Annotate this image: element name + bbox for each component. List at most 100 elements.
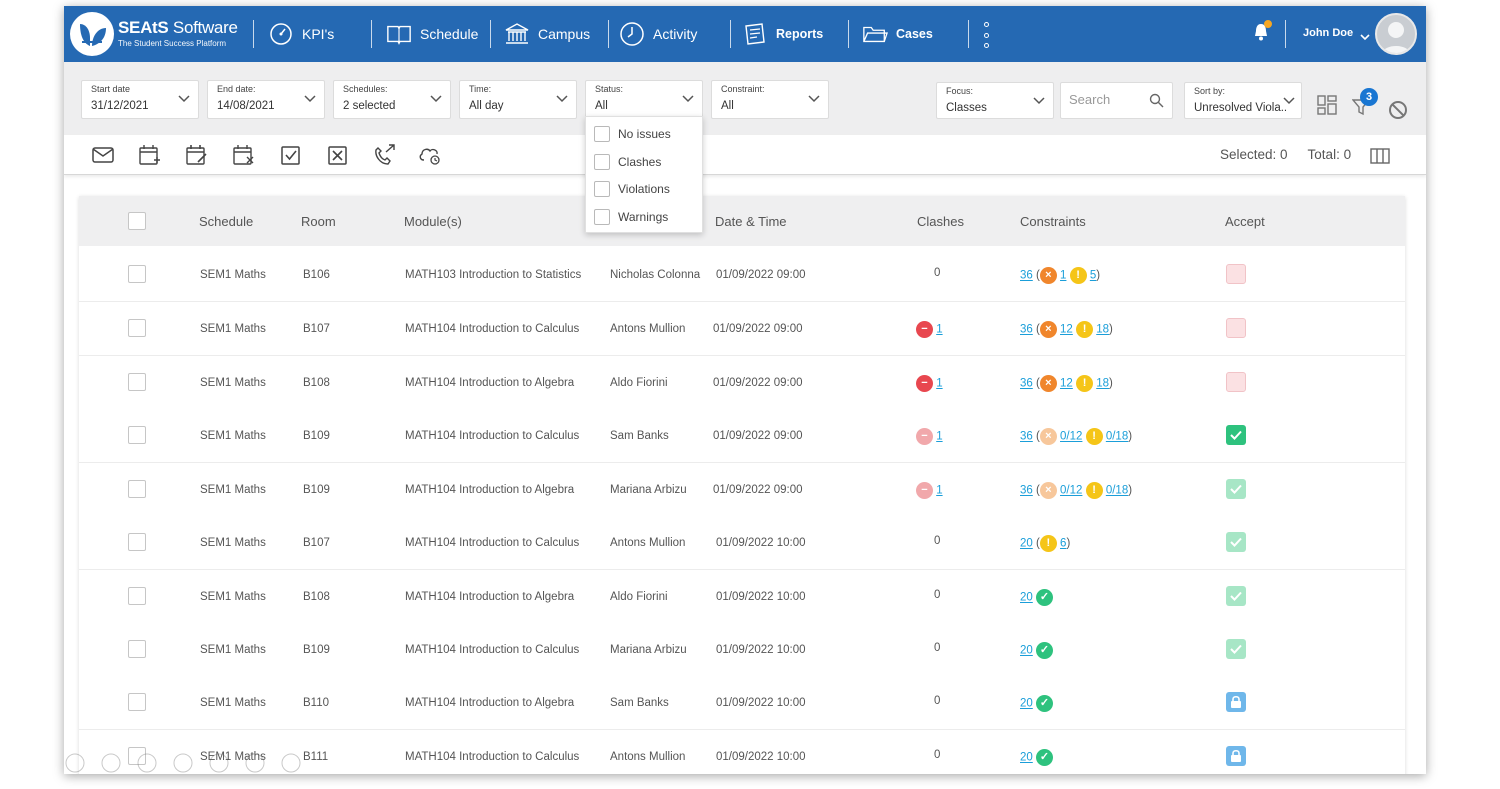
violation-count-link[interactable]: 1 (1060, 269, 1067, 282)
column-header-accept[interactable]: Accept (1225, 214, 1265, 229)
table-row[interactable]: SEM1 Maths B110 MATH104 Introduction to Al… (79, 676, 1405, 730)
row-checkbox[interactable] (128, 319, 146, 337)
search-input[interactable] (1069, 92, 1149, 107)
warning-count-link[interactable]: 0/18 (1105, 484, 1129, 497)
cloud-sync-icon[interactable] (417, 142, 443, 168)
accept-checkbox[interactable] (1226, 639, 1246, 659)
constraint-total-link[interactable]: 20 (1020, 591, 1033, 604)
warning-count-link[interactable]: 6 (1060, 537, 1067, 550)
accept-all-icon[interactable] (278, 142, 304, 168)
sort-by-select[interactable]: Sort by: Unresolved Viola... (1184, 82, 1302, 119)
warning-count-link[interactable]: 18 (1096, 377, 1110, 390)
nav-item-schedule[interactable]: Schedule (386, 6, 478, 62)
status-option-warnings[interactable]: Warnings (594, 208, 668, 226)
constraint-total-link[interactable]: 20 (1020, 697, 1033, 710)
time-select[interactable]: Time: All day (459, 80, 577, 119)
column-header-clashes[interactable]: Clashes (917, 214, 964, 229)
constraint-select[interactable]: Constraint: All (711, 80, 829, 119)
row-checkbox[interactable] (128, 265, 146, 283)
status-select[interactable]: Status: All (585, 80, 703, 119)
lock-icon[interactable] (1226, 746, 1246, 766)
nav-item-kpis[interactable]: KPI's (268, 6, 334, 62)
nav-item-campus[interactable]: Campus (504, 6, 590, 62)
table-row[interactable]: SEM1 Maths B108 MATH104 Introduction to Al… (79, 356, 1405, 410)
violation-count-link[interactable]: 0/12 (1060, 484, 1083, 497)
table-row[interactable]: SEM1 Maths B111 MATH104 Introduction to Ca… (79, 730, 1405, 774)
violation-count-link[interactable]: 0/12 (1060, 430, 1083, 443)
user-name[interactable]: John Doe (1303, 27, 1354, 39)
row-checkbox[interactable] (128, 426, 146, 444)
accept-checkbox[interactable] (1226, 479, 1246, 499)
search-icon[interactable] (1149, 93, 1164, 108)
focus-select[interactable]: Focus: Classes (936, 82, 1054, 119)
row-checkbox[interactable] (128, 587, 146, 605)
column-header-datetime[interactable]: Date & Time (715, 214, 787, 229)
constraint-total-link[interactable]: 36 (1020, 323, 1033, 336)
warning-count-link[interactable]: 18 (1096, 323, 1110, 336)
table-row[interactable]: SEM1 Maths B108 MATH104 Introduction to Al… (79, 570, 1405, 624)
row-checkbox[interactable] (128, 533, 146, 551)
more-menu-icon[interactable] (982, 22, 990, 48)
reject-all-icon[interactable] (325, 142, 351, 168)
clash-count-link[interactable]: 1 (936, 377, 943, 390)
column-header-modules[interactable]: Module(s) (404, 214, 462, 229)
violation-count-link[interactable]: 12 (1060, 377, 1073, 390)
avatar[interactable] (1375, 13, 1417, 55)
chevron-down-icon[interactable] (1360, 28, 1370, 46)
seats-logo[interactable] (70, 12, 114, 56)
status-option-clashes[interactable]: Clashes (594, 153, 661, 171)
checkbox[interactable] (594, 154, 610, 170)
email-icon[interactable] (90, 142, 116, 168)
lock-icon[interactable] (1226, 692, 1246, 712)
checkbox[interactable] (594, 181, 610, 197)
start-date-select[interactable]: Start date 31/12/2021 (81, 80, 199, 119)
accept-checkbox[interactable] (1226, 372, 1246, 392)
accept-checkbox[interactable] (1226, 425, 1246, 445)
table-row[interactable]: SEM1 Maths B107 MATH104 Introduction to Ca… (79, 516, 1405, 570)
dashboard-layout-icon[interactable] (1317, 95, 1337, 115)
select-all-checkbox[interactable] (128, 212, 146, 230)
nav-item-reports[interactable]: Reports (742, 6, 823, 62)
table-row[interactable]: SEM1 Maths B109 MATH104 Introduction to Ca… (79, 623, 1405, 677)
row-checkbox[interactable] (128, 693, 146, 711)
nav-item-cases[interactable]: Cases (862, 6, 933, 62)
warning-count-link[interactable]: 5 (1089, 269, 1097, 282)
clear-filters-icon[interactable] (1388, 100, 1408, 120)
columns-icon[interactable] (1370, 148, 1390, 164)
status-option-violations[interactable]: Violations (594, 180, 670, 198)
column-header-room[interactable]: Room (301, 214, 336, 229)
calendar-remove-icon[interactable] (231, 142, 257, 168)
status-option-no-issues[interactable]: No issues (594, 125, 671, 143)
clash-count-link[interactable]: 1 (936, 484, 943, 497)
accept-checkbox[interactable] (1226, 532, 1246, 552)
constraint-total-link[interactable]: 36 (1020, 269, 1033, 282)
constraint-total-link[interactable]: 36 (1020, 430, 1033, 443)
column-header-schedule[interactable]: Schedule (199, 214, 254, 229)
violation-count-link[interactable]: 12 (1060, 323, 1073, 336)
calendar-edit-icon[interactable] (184, 142, 210, 168)
calendar-add-icon[interactable] (137, 142, 163, 168)
table-row[interactable]: SEM1 Maths B109 MATH104 Introduction to Al… (79, 463, 1405, 517)
clash-count-link[interactable]: 1 (936, 323, 943, 336)
table-row[interactable]: SEM1 Maths B109 MATH104 Introduction to Ca… (79, 409, 1405, 463)
clash-count-link[interactable]: 1 (936, 430, 943, 443)
warning-count-link[interactable]: 0/18 (1105, 430, 1129, 443)
constraint-total-link[interactable]: 20 (1020, 537, 1033, 550)
checkbox[interactable] (594, 126, 610, 142)
accept-checkbox[interactable] (1226, 264, 1246, 284)
constraint-total-link[interactable]: 20 (1020, 751, 1033, 764)
constraint-total-link[interactable]: 20 (1020, 644, 1033, 657)
accept-checkbox[interactable] (1226, 586, 1246, 606)
row-checkbox[interactable] (128, 747, 146, 765)
row-checkbox[interactable] (128, 480, 146, 498)
accept-checkbox[interactable] (1226, 318, 1246, 338)
nav-item-activity[interactable]: Activity (619, 6, 697, 62)
end-date-select[interactable]: End date: 14/08/2021 (207, 80, 325, 119)
notification-bell-icon[interactable] (1252, 22, 1270, 47)
checkbox[interactable] (594, 209, 610, 225)
schedules-select[interactable]: Schedules: 2 selected (333, 80, 451, 119)
row-checkbox[interactable] (128, 373, 146, 391)
export-icon[interactable] (372, 142, 398, 168)
constraint-total-link[interactable]: 36 (1020, 484, 1033, 497)
row-checkbox[interactable] (128, 640, 146, 658)
